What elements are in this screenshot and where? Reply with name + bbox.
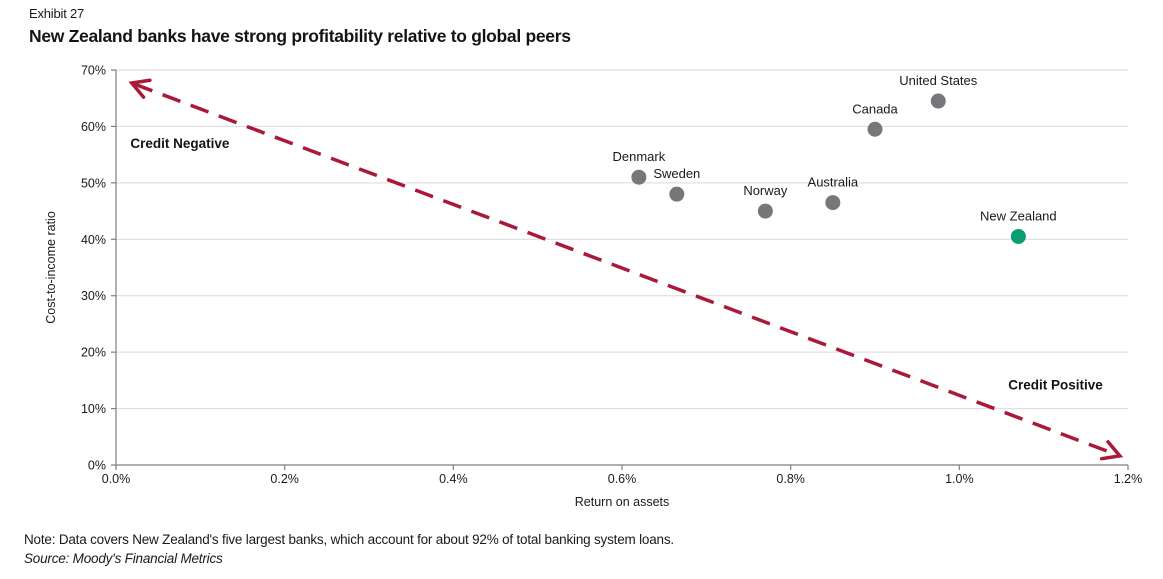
note-text: Note: Data covers New Zealand's five lar… bbox=[24, 532, 674, 547]
data-point-label-new-zealand: New Zealand bbox=[980, 208, 1057, 223]
x-tick-label-0: 0.0% bbox=[102, 472, 131, 486]
x-tick-label-0.4: 0.4% bbox=[439, 472, 468, 486]
y-tick-label-70: 70% bbox=[81, 64, 106, 78]
chart-title: New Zealand banks have strong profitabil… bbox=[29, 26, 571, 46]
data-point-denmark bbox=[631, 169, 647, 185]
data-point-new-zealand bbox=[1010, 228, 1026, 244]
y-tick-label-30: 30% bbox=[81, 289, 106, 303]
y-tick-label-10: 10% bbox=[81, 402, 106, 416]
data-point-label-sweden: Sweden bbox=[653, 166, 700, 181]
data-point-label-australia: Australia bbox=[808, 175, 859, 190]
annotation-credit-negative: Credit Negative bbox=[130, 136, 230, 151]
scatter-chart: 0% 10% 20% 30% 40% 50% 60% 70% 0.0% 0.2% 0.4% 0.6% 0… bbox=[44, 64, 1143, 510]
data-point-united-states bbox=[930, 93, 946, 109]
data-point-sweden bbox=[669, 186, 685, 202]
y-tick-label-60: 60% bbox=[81, 120, 106, 134]
data-point-label-canada: Canada bbox=[852, 101, 898, 116]
note-block: Note: Data covers New Zealand's five lar… bbox=[24, 530, 674, 568]
x-tick-label-0.2: 0.2% bbox=[270, 472, 299, 486]
y-axis-title: Cost-to-income ratio bbox=[44, 211, 58, 324]
annotation-credit-positive: Credit Positive bbox=[1008, 377, 1103, 392]
x-tick-label-0.8: 0.8% bbox=[776, 472, 805, 486]
data-point-label-norway: Norway bbox=[743, 183, 788, 198]
x-tick-label-1.2: 1.2% bbox=[1114, 472, 1143, 486]
x-tick-label-1: 1.0% bbox=[945, 472, 974, 486]
exhibit-label: Exhibit 27 bbox=[29, 6, 85, 21]
data-point-label-denmark: Denmark bbox=[612, 149, 665, 164]
y-tick-label-40: 40% bbox=[81, 233, 106, 247]
source-text: Source: Moody's Financial Metrics bbox=[24, 551, 223, 566]
x-tick-label-0.6: 0.6% bbox=[608, 472, 637, 486]
y-tick-label-0: 0% bbox=[88, 459, 106, 473]
data-point-canada bbox=[867, 121, 883, 137]
x-axis-title: Return on assets bbox=[575, 495, 670, 509]
credit-trend-arrow bbox=[128, 78, 1124, 461]
data-point-label-united-states: United States bbox=[899, 73, 978, 88]
y-tick-label-20: 20% bbox=[81, 346, 106, 360]
y-tick-label-50: 50% bbox=[81, 176, 106, 190]
data-point-australia bbox=[825, 195, 841, 211]
data-point-norway bbox=[757, 203, 773, 219]
